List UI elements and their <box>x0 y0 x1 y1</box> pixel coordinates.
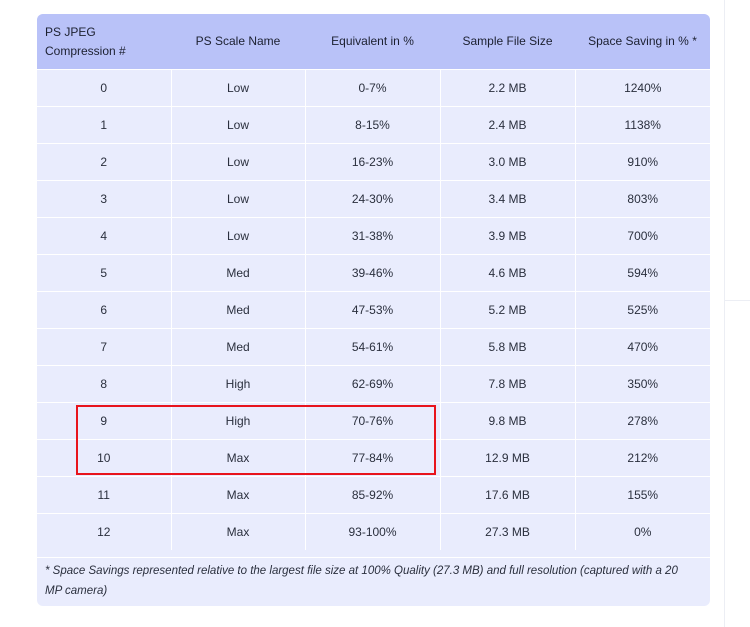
cell-equivalent: 0-7% <box>305 69 441 107</box>
cell-space-saving: 278% <box>575 402 710 440</box>
cell-equivalent: 16-23% <box>305 143 441 181</box>
table-header-row: PS JPEG Compression # PS Scale Name Equi… <box>37 14 710 70</box>
cell-compression: 0 <box>37 69 172 107</box>
cell-compression: 5 <box>37 254 172 292</box>
cell-equivalent: 70-76% <box>305 402 441 440</box>
cell-space-saving: 155% <box>575 476 710 514</box>
cell-space-saving: 910% <box>575 143 710 181</box>
cell-space-saving: 1138% <box>575 106 710 144</box>
cell-scale-name: Low <box>171 143 306 181</box>
cell-space-saving: 212% <box>575 439 710 477</box>
cell-compression: 2 <box>37 143 172 181</box>
table-footnote: * Space Savings represented relative to … <box>37 557 710 601</box>
row-divider <box>725 300 750 301</box>
cell-scale-name: Med <box>171 254 306 292</box>
cell-scale-name: Low <box>171 69 306 107</box>
cell-compression: 4 <box>37 217 172 255</box>
table-row: 3 Low 24-30% 3.4 MB 803% <box>37 180 710 218</box>
cell-file-size: 3.9 MB <box>440 217 576 255</box>
cell-space-saving: 470% <box>575 328 710 366</box>
cell-file-size: 5.8 MB <box>440 328 576 366</box>
cell-equivalent: 39-46% <box>305 254 441 292</box>
table-row: 4 Low 31-38% 3.9 MB 700% <box>37 217 710 255</box>
table-row: 10 Max 77-84% 12.9 MB 212% <box>37 439 710 477</box>
cell-equivalent: 85-92% <box>305 476 441 514</box>
cell-equivalent: 62-69% <box>305 365 441 403</box>
table-row: 0 Low 0-7% 2.2 MB 1240% <box>37 69 710 107</box>
cell-compression: 10 <box>37 439 172 477</box>
table-row: 5 Med 39-46% 4.6 MB 594% <box>37 254 710 292</box>
cell-compression: 8 <box>37 365 172 403</box>
column-divider <box>724 0 725 627</box>
cell-scale-name: Med <box>171 328 306 366</box>
cell-scale-name: Med <box>171 291 306 329</box>
cell-scale-name: Low <box>171 217 306 255</box>
cell-space-saving: 594% <box>575 254 710 292</box>
table-row: 6 Med 47-53% 5.2 MB 525% <box>37 291 710 329</box>
table-row: 7 Med 54-61% 5.8 MB 470% <box>37 328 710 366</box>
compression-table: PS JPEG Compression # PS Scale Name Equi… <box>37 14 710 550</box>
header-space-saving: Space Saving in % * <box>575 14 710 70</box>
cell-file-size: 17.6 MB <box>440 476 576 514</box>
table-row: 8 High 62-69% 7.8 MB 350% <box>37 365 710 403</box>
cell-file-size: 7.8 MB <box>440 365 576 403</box>
header-ps-jpeg-compression: PS JPEG Compression # <box>37 14 171 70</box>
cell-scale-name: High <box>171 365 306 403</box>
cell-compression: 9 <box>37 402 172 440</box>
cell-scale-name: High <box>171 402 306 440</box>
cell-space-saving: 525% <box>575 291 710 329</box>
cell-file-size: 2.4 MB <box>440 106 576 144</box>
cell-file-size: 12.9 MB <box>440 439 576 477</box>
cell-file-size: 2.2 MB <box>440 69 576 107</box>
cell-file-size: 3.0 MB <box>440 143 576 181</box>
cell-equivalent: 93-100% <box>305 513 441 550</box>
cell-scale-name: Low <box>171 106 306 144</box>
table-row: 12 Max 93-100% 27.3 MB 0% <box>37 513 710 550</box>
cell-space-saving: 803% <box>575 180 710 218</box>
cell-space-saving: 700% <box>575 217 710 255</box>
cell-equivalent: 8-15% <box>305 106 441 144</box>
cell-scale-name: Low <box>171 180 306 218</box>
header-ps-scale-name: PS Scale Name <box>171 14 305 70</box>
cell-compression: 6 <box>37 291 172 329</box>
cell-equivalent: 31-38% <box>305 217 441 255</box>
cell-compression: 3 <box>37 180 172 218</box>
cell-equivalent: 24-30% <box>305 180 441 218</box>
cell-equivalent: 47-53% <box>305 291 441 329</box>
cell-file-size: 5.2 MB <box>440 291 576 329</box>
cell-space-saving: 0% <box>575 513 710 550</box>
cell-compression: 1 <box>37 106 172 144</box>
cell-scale-name: Max <box>171 476 306 514</box>
cell-scale-name: Max <box>171 439 306 477</box>
compression-table-card: PS JPEG Compression # PS Scale Name Equi… <box>37 14 710 606</box>
cell-space-saving: 1240% <box>575 69 710 107</box>
cell-file-size: 27.3 MB <box>440 513 576 550</box>
header-sample-file-size: Sample File Size <box>440 14 575 70</box>
table-row: 1 Low 8-15% 2.4 MB 1138% <box>37 106 710 144</box>
cell-file-size: 3.4 MB <box>440 180 576 218</box>
table-row: 2 Low 16-23% 3.0 MB 910% <box>37 143 710 181</box>
cell-equivalent: 77-84% <box>305 439 441 477</box>
cell-space-saving: 350% <box>575 365 710 403</box>
cell-equivalent: 54-61% <box>305 328 441 366</box>
table-row: 9 High 70-76% 9.8 MB 278% <box>37 402 710 440</box>
cell-scale-name: Max <box>171 513 306 550</box>
cell-compression: 11 <box>37 476 172 514</box>
cell-compression: 7 <box>37 328 172 366</box>
table-row: 11 Max 85-92% 17.6 MB 155% <box>37 476 710 514</box>
header-equivalent-percent: Equivalent in % <box>305 14 440 70</box>
cell-file-size: 9.8 MB <box>440 402 576 440</box>
cell-file-size: 4.6 MB <box>440 254 576 292</box>
cell-compression: 12 <box>37 513 172 550</box>
